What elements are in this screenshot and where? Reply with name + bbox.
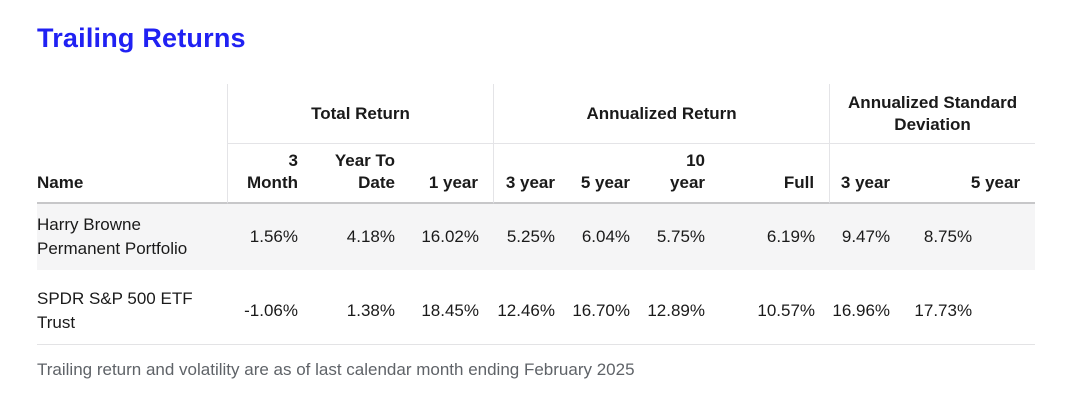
name-cell: Harry Browne Permanent Portfolio [37,204,228,277]
col-header-10-year: 10 year [645,144,721,204]
group-header-total-return: Total Return [228,84,495,144]
column-header-row: Name 3 Month Year To Date 1 year 3 year … [37,144,1036,204]
col-header-5-year: 5 year [570,144,646,204]
value-cell-10-year: 12.89% [645,277,721,345]
group-header-row: Total Return Annualized Return Annualize… [37,84,1036,144]
col-header-stddev-3-year: 3 year [830,144,906,204]
value-cell-full: 10.57% [720,277,831,345]
value-cell-5-year: 16.70% [570,277,646,345]
table-row-harry-browne: Harry Browne Permanent Portfolio 1.56% 4… [37,204,1036,277]
group-header-total-return-label: Total Return [311,103,410,123]
footnote: Trailing return and volatility are as of… [37,360,635,379]
value-cell-10-year: 5.75% [645,204,721,277]
value-cell-stddev-3-year: 9.47% [830,204,906,277]
trailing-returns-table: Total Return Annualized Return Annualize… [37,84,1036,345]
col-header-name: Name [37,144,228,204]
col-header-3-month: 3 Month [228,144,313,204]
value-cell-1-year: 18.45% [410,277,495,345]
table-row-spdr-sp500: SPDR S&P 500 ETF Trust -1.06% 1.38% 18.4… [37,277,1036,345]
value-cell-3-year: 5.25% [494,204,571,277]
group-header-annualized-std-deviation: Annualized Standard Deviation [830,84,1036,144]
col-header-full: Full [720,144,831,204]
col-header-stddev-5-year: 5 year [905,144,1036,204]
col-header-1-year: 1 year [410,144,495,204]
value-cell-3-year: 12.46% [494,277,571,345]
value-cell-5-year: 6.04% [570,204,646,277]
group-header-spacer [37,84,228,144]
col-header-3-year: 3 year [494,144,571,204]
value-cell-3-month: -1.06% [228,277,313,345]
group-header-annualized-std-deviation-line1: Annualized Standard [848,92,1018,112]
value-cell-1-year: 16.02% [410,204,495,277]
page-title: Trailing Returns [37,23,246,53]
col-header-year-to-date: Year To Date [313,144,410,204]
group-header-annualized-return: Annualized Return [494,84,831,144]
value-cell-stddev-5-year: 8.75% [905,204,1036,277]
value-cell-year-to-date: 1.38% [313,277,410,345]
name-cell: SPDR S&P 500 ETF Trust [37,277,228,345]
group-header-annualized-return-label: Annualized Return [586,103,737,123]
value-cell-full: 6.19% [720,204,831,277]
value-cell-stddev-5-year: 17.73% [905,277,1036,345]
value-cell-3-month: 1.56% [228,204,313,277]
group-header-annualized-std-deviation-line2: Deviation [894,114,971,134]
value-cell-stddev-3-year: 16.96% [830,277,906,345]
value-cell-year-to-date: 4.18% [313,204,410,277]
